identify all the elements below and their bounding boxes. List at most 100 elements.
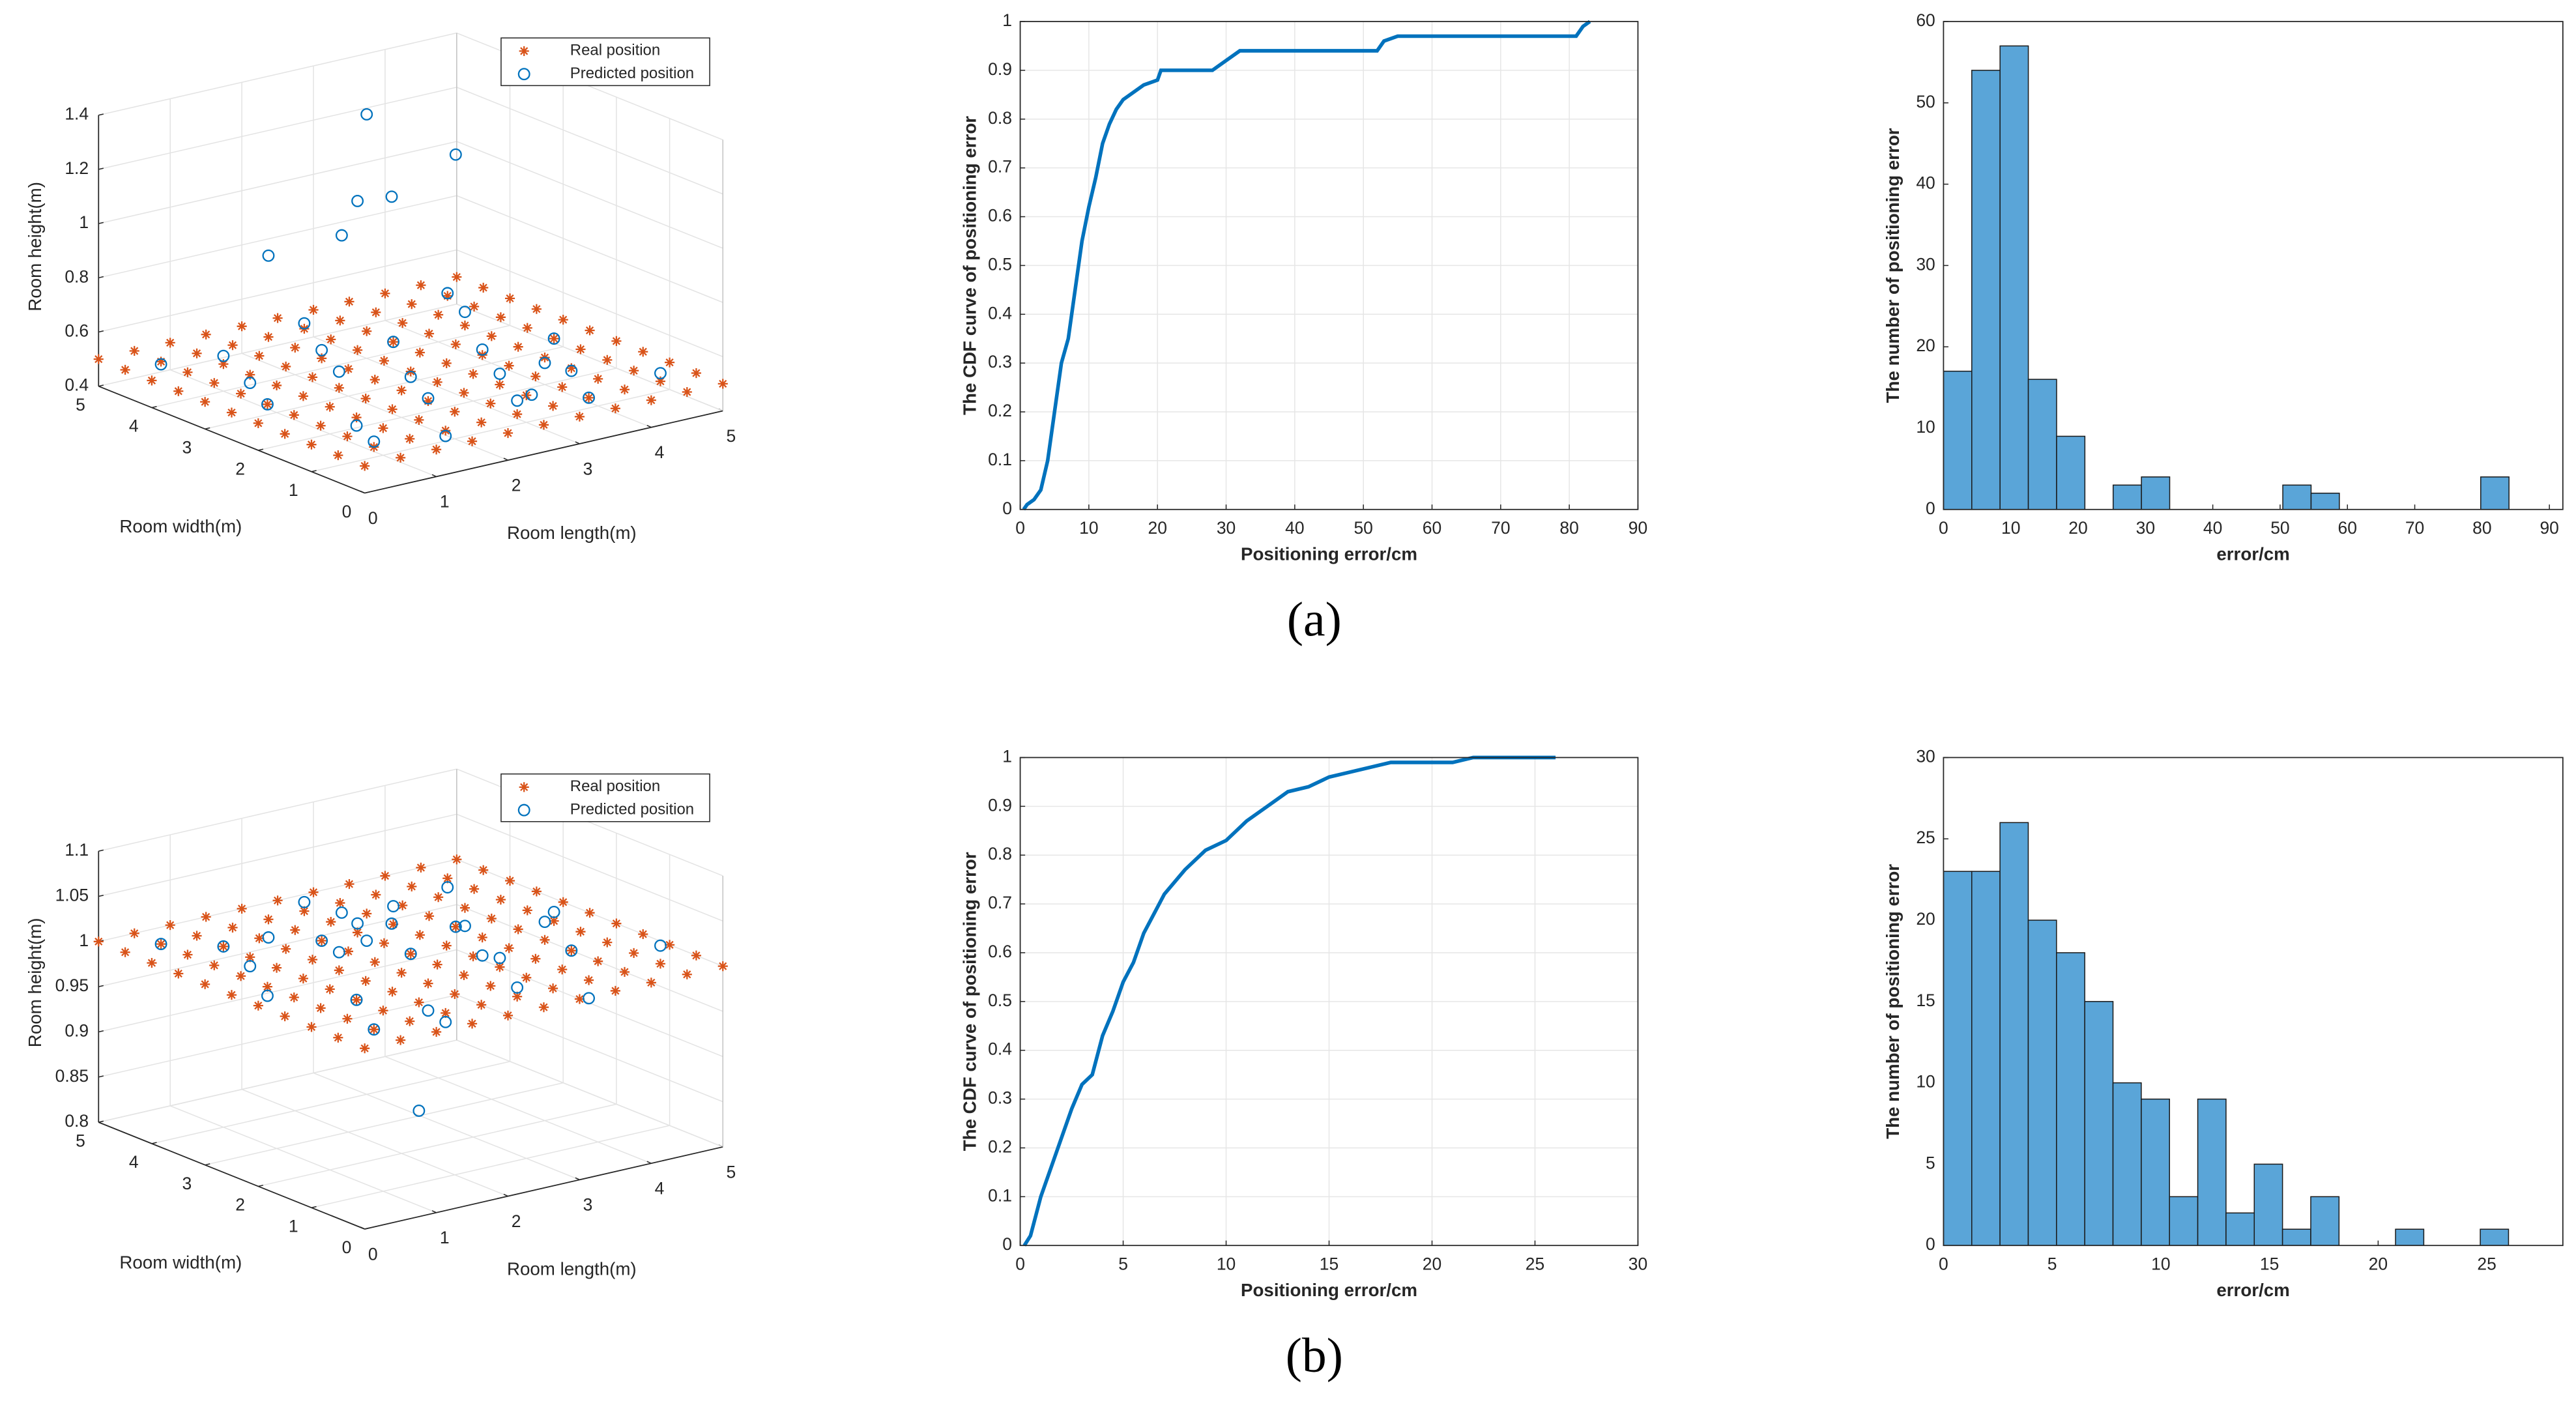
predicted-marker (351, 917, 364, 930)
x-tick-label: 0 (368, 508, 378, 528)
z-tick-label: 0.95 (55, 976, 89, 995)
real-marker (431, 1026, 442, 1037)
legend-marker (519, 782, 529, 792)
real-marker (280, 429, 290, 439)
real-marker (342, 1013, 353, 1024)
x-tick-label: 5 (1118, 1254, 1128, 1273)
y-tick-label: 1 (289, 480, 298, 500)
real-marker (351, 994, 362, 1005)
real-marker (307, 954, 318, 965)
predicted-marker (335, 229, 348, 242)
real-marker (531, 304, 542, 314)
y-tick-label: 0.5 (988, 254, 1012, 274)
histogram-bar (1943, 871, 1973, 1246)
real-marker (396, 968, 407, 978)
y-tick-label: 0.8 (988, 844, 1012, 863)
real-marker (120, 947, 130, 957)
real-marker (416, 280, 426, 291)
real-marker (263, 332, 274, 342)
real-marker (619, 384, 630, 395)
predicted-marker (583, 992, 595, 1005)
real-marker (380, 288, 390, 298)
legend-marker (517, 68, 530, 81)
real-marker (467, 436, 478, 446)
real-marker (530, 953, 541, 964)
tick-mark (98, 113, 104, 116)
predicted-marker (459, 920, 471, 933)
predicted-marker (459, 306, 471, 319)
real-marker (334, 383, 344, 393)
x-tick-label: 3 (583, 459, 593, 478)
real-marker (558, 897, 568, 907)
real-marker (343, 364, 354, 374)
histogram-bar (2253, 1163, 2283, 1246)
real-marker (691, 368, 701, 379)
predicted-marker (332, 946, 345, 959)
real-marker (459, 320, 470, 330)
real-marker (326, 334, 336, 345)
axes-frame (1019, 21, 1639, 510)
histogram-bar (2197, 1098, 2227, 1246)
real-marker (378, 423, 388, 433)
predicted-marker (360, 934, 373, 948)
histogram-bar (2141, 476, 2171, 510)
legend-box (500, 773, 710, 822)
histogram-bar (2310, 493, 2340, 510)
real-marker (655, 376, 666, 386)
real-marker (468, 951, 478, 962)
histogram-bar (2169, 1196, 2199, 1246)
x-tick-label: 10 (1079, 518, 1098, 538)
real-marker (156, 939, 166, 949)
real-marker (299, 906, 310, 916)
predicted-marker (476, 949, 489, 962)
predicted-marker (298, 317, 311, 330)
y-axis-label: The CDF curve of positioning error (959, 852, 979, 1151)
predicted-marker (547, 332, 560, 345)
real-marker (432, 377, 442, 387)
real-marker (272, 313, 283, 323)
y-axis-label: Room width(m) (119, 1252, 242, 1272)
x-tick-label: 0 (1015, 1254, 1025, 1273)
tick-mark (98, 894, 104, 897)
legend-label: Predicted position (570, 800, 694, 818)
real-marker (549, 916, 559, 926)
grid-line (456, 813, 723, 922)
real-marker (306, 439, 317, 450)
y-tick-label: 2 (235, 459, 245, 478)
y-tick-label: 0.8 (988, 108, 1012, 128)
z-tick-label: 0.6 (65, 321, 89, 341)
caption: (b) (1286, 1329, 1343, 1383)
predicted-marker (154, 358, 167, 371)
real-marker (441, 358, 452, 368)
real-marker (485, 981, 496, 991)
real-marker (165, 920, 175, 931)
grid-line (98, 1039, 457, 1123)
histogram-bar (1999, 822, 2029, 1246)
axis-line (364, 1146, 723, 1230)
real-marker (353, 927, 363, 938)
real-marker (201, 912, 211, 922)
real-marker (280, 1011, 290, 1022)
real-marker (574, 994, 585, 1004)
x-axis-label: Room length(m) (507, 1258, 637, 1279)
real-marker (371, 890, 381, 900)
real-marker (120, 364, 130, 375)
predicted-marker (439, 429, 452, 442)
x-tick-label: 0 (368, 1244, 378, 1264)
z-tick-label: 0.4 (65, 375, 89, 395)
real-marker (344, 297, 355, 307)
real-marker (388, 919, 399, 929)
x-tick-label: 20 (2369, 1254, 2388, 1273)
x-tick-label: 80 (2472, 518, 2491, 538)
real-marker (333, 1032, 343, 1043)
real-marker (298, 391, 308, 401)
real-marker (147, 958, 157, 968)
grid-line (205, 1082, 564, 1166)
real-marker (254, 933, 265, 944)
real-marker (362, 908, 372, 919)
z-tick-label: 1 (79, 931, 89, 950)
real-marker (468, 369, 478, 379)
histogram-bar (2112, 1082, 2142, 1246)
real-marker (575, 927, 586, 937)
grid-line (456, 994, 723, 1103)
